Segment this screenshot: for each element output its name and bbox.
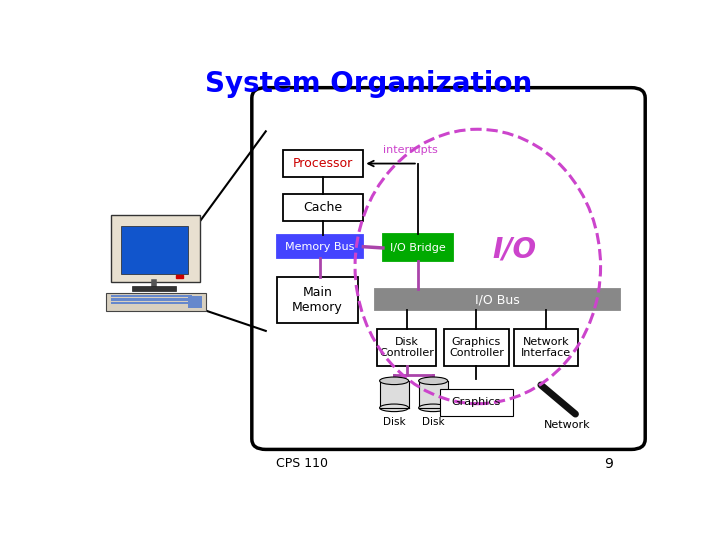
Text: Network
Interface: Network Interface <box>521 337 571 359</box>
Text: System Organization: System Organization <box>205 70 533 98</box>
Bar <box>282 150 364 177</box>
Text: Memory Bus: Memory Bus <box>286 242 355 252</box>
Bar <box>444 329 508 366</box>
Text: 9: 9 <box>605 457 613 471</box>
Ellipse shape <box>418 377 448 384</box>
Text: I/O Bridge: I/O Bridge <box>390 243 446 253</box>
FancyBboxPatch shape <box>106 294 205 311</box>
Text: Disk: Disk <box>422 417 444 427</box>
Ellipse shape <box>379 377 409 384</box>
Text: interrupts: interrupts <box>383 145 438 155</box>
Text: Disk: Disk <box>383 417 405 427</box>
Text: Cache: Cache <box>303 201 343 214</box>
Text: Disk
Controller: Disk Controller <box>379 337 434 359</box>
Bar <box>111 295 192 297</box>
Text: CPS 110: CPS 110 <box>276 457 328 470</box>
Text: I/O Bus: I/O Bus <box>475 293 520 306</box>
Bar <box>514 329 578 366</box>
Bar <box>132 286 176 292</box>
Ellipse shape <box>418 404 448 411</box>
Bar <box>188 296 202 308</box>
Bar <box>377 329 436 366</box>
Text: Graphics
Controller: Graphics Controller <box>449 337 504 359</box>
Text: Main
Memory: Main Memory <box>292 286 343 314</box>
Bar <box>121 226 188 274</box>
FancyBboxPatch shape <box>111 215 200 282</box>
Bar <box>383 234 453 261</box>
Bar <box>418 381 448 408</box>
Bar <box>277 235 364 258</box>
Bar <box>176 275 183 278</box>
Bar <box>277 277 358 322</box>
Bar <box>379 381 409 408</box>
Bar <box>282 194 364 221</box>
Text: Network: Network <box>544 420 590 430</box>
Text: Processor: Processor <box>293 157 353 170</box>
Bar <box>374 289 620 310</box>
Ellipse shape <box>379 404 409 411</box>
Text: I/O: I/O <box>492 236 536 264</box>
Bar <box>111 302 192 305</box>
Bar <box>111 299 192 301</box>
Bar <box>440 389 513 416</box>
Text: Graphics: Graphics <box>451 397 501 407</box>
FancyBboxPatch shape <box>252 87 645 449</box>
